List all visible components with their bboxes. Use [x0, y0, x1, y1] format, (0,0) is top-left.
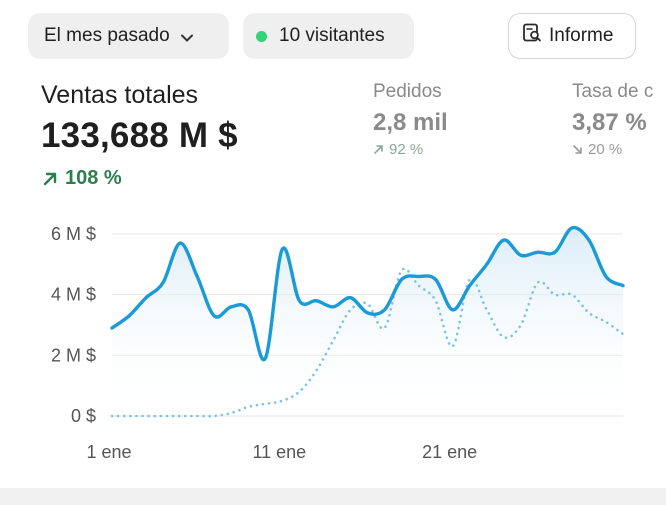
total-sales-value: 133,688 M $: [41, 116, 238, 155]
x-tick-label: 1 ene: [86, 442, 131, 462]
orders-label: Pedidos: [373, 81, 442, 102]
x-tick-label: 21 ene: [422, 442, 477, 462]
bottom-bar: [0, 488, 666, 505]
period-label: El mes pasado: [44, 25, 170, 46]
orders-change: 92 %: [373, 141, 423, 158]
live-status-dot: [256, 30, 267, 42]
total-sales-change-value: 108 %: [65, 167, 122, 189]
chevron-down-icon: [180, 29, 194, 43]
conversion-rate-label: Tasa de c: [572, 81, 654, 102]
y-tick-label: 6 M $: [51, 224, 96, 244]
total-sales-change: 108 %: [41, 167, 122, 190]
arrow-down-right-icon: [572, 144, 583, 155]
period-dropdown[interactable]: El mes pasado: [28, 13, 229, 59]
sales-series-line: [110, 225, 625, 362]
y-tick-label: 2 M $: [51, 345, 96, 365]
report-search-icon: [521, 22, 549, 50]
orders-change-value: 92 %: [389, 141, 424, 158]
visitors-pill[interactable]: 10 visitantes: [243, 13, 414, 59]
comparison-series-line: [110, 267, 625, 418]
area-fill: [112, 227, 623, 416]
sales-line-chart: 0 $ 2 M $ 4 M $ 6 M $ 1 ene 11 ene 21 ene: [51, 224, 625, 462]
orders-value: 2,8 mil: [373, 109, 448, 136]
report-label: Informe: [549, 25, 614, 46]
total-sales-label: Ventas totales: [41, 81, 199, 109]
y-tick-label: 4 M $: [51, 285, 96, 305]
visitors-label: 10 visitantes: [279, 25, 385, 46]
conversion-rate-change-value: 20 %: [588, 141, 623, 158]
report-button[interactable]: Informe: [508, 13, 636, 59]
y-tick-label: 0 $: [71, 406, 96, 426]
arrow-up-right-icon: [41, 170, 59, 188]
x-tick-label: 11 ene: [252, 442, 306, 462]
conversion-rate-value: 3,87 %: [572, 109, 647, 136]
conversion-rate-change: 20 %: [572, 141, 622, 158]
arrow-up-right-icon: [373, 144, 384, 155]
